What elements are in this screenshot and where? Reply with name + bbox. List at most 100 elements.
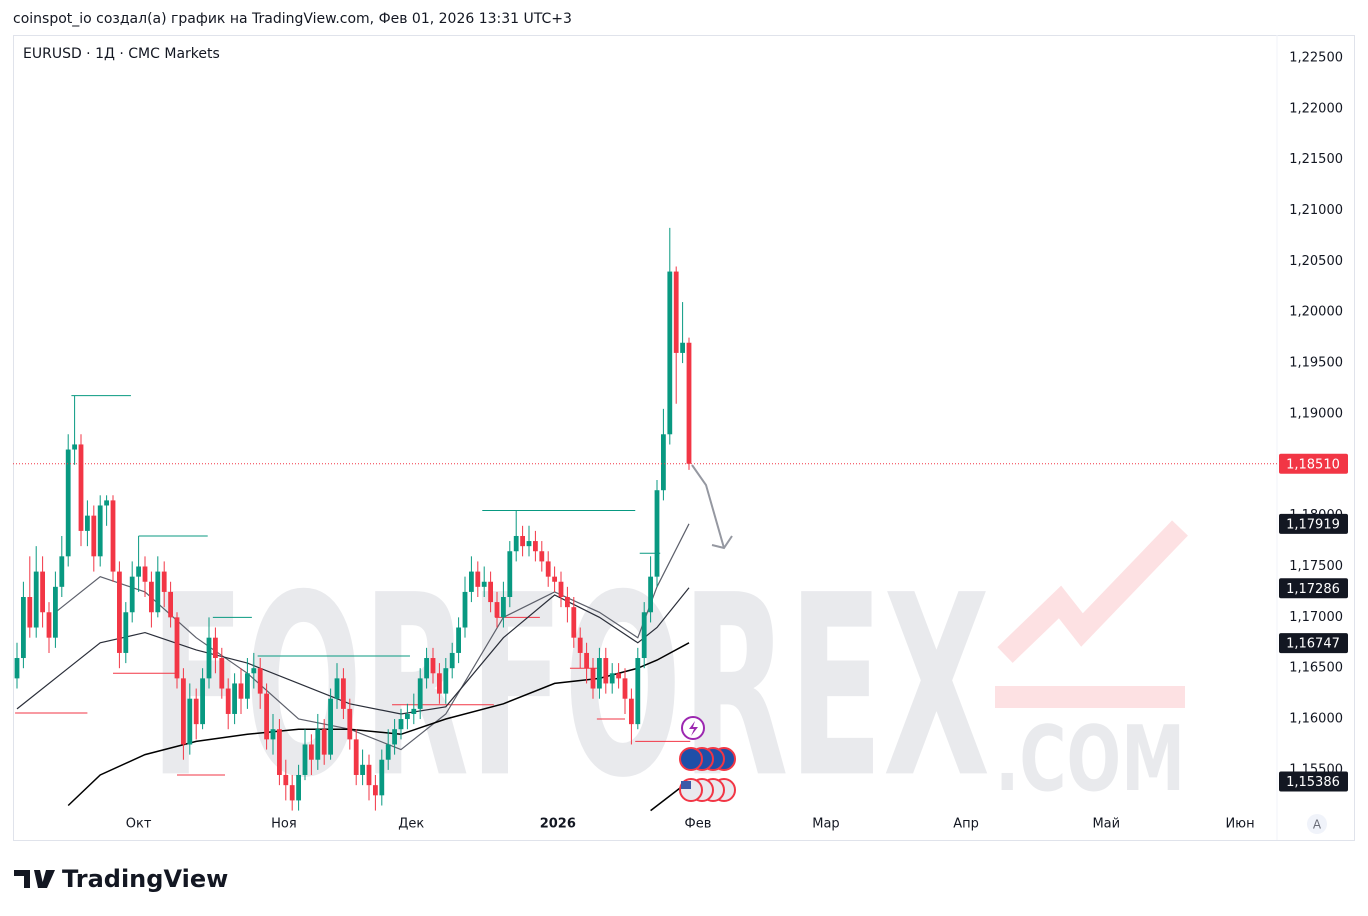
price-label: 1,16747 xyxy=(1286,637,1340,652)
x-tick-label: Дек xyxy=(398,817,424,832)
candle-body xyxy=(469,571,474,592)
candle-body xyxy=(321,729,327,755)
candle-body xyxy=(40,571,45,613)
candle-body xyxy=(334,678,340,699)
candle-body xyxy=(437,673,442,694)
x-tick-label: Окт xyxy=(126,817,152,832)
price-label: 1,18510 xyxy=(1286,457,1340,472)
price-label-box xyxy=(1279,453,1348,474)
candle-body xyxy=(481,581,487,587)
candle-body xyxy=(686,342,692,464)
candle-body xyxy=(577,637,583,653)
candle-body xyxy=(590,668,596,689)
x-tick-label: Фев xyxy=(685,817,712,832)
candle-body xyxy=(245,673,250,699)
candle-body xyxy=(667,271,673,435)
candle-body xyxy=(283,774,289,786)
candle-body xyxy=(520,535,525,547)
watermark-logo xyxy=(997,520,1188,663)
candle-body xyxy=(680,342,685,353)
price-label-box xyxy=(1279,771,1348,792)
candle-body xyxy=(565,597,570,608)
candle-body xyxy=(27,597,33,628)
candle-body xyxy=(616,673,621,679)
candle-body xyxy=(149,581,154,613)
candle-body xyxy=(187,698,193,745)
x-tick-label: Май xyxy=(1092,817,1120,832)
y-tick-label: 1,22500 xyxy=(1289,50,1343,65)
candle-body xyxy=(405,713,410,720)
watermark-bar xyxy=(995,686,1185,708)
candle-body xyxy=(97,505,103,557)
candle-body xyxy=(14,658,20,679)
price-label-box xyxy=(1279,633,1348,654)
y-tick-label: 1,17000 xyxy=(1289,610,1343,625)
price-label: 1,15386 xyxy=(1286,775,1340,790)
x-tick-label: Апр xyxy=(953,817,979,832)
candle-body xyxy=(571,607,577,638)
candle-body xyxy=(379,759,385,796)
candle-body xyxy=(539,551,545,562)
y-tick-label: 1,19000 xyxy=(1289,406,1343,421)
candle-body xyxy=(488,581,493,603)
price-label-box xyxy=(1279,513,1348,534)
candle-body xyxy=(475,571,481,587)
candle-body xyxy=(315,729,321,760)
auto-scale-button[interactable] xyxy=(1307,814,1327,834)
candle-body xyxy=(104,500,109,506)
candle-body xyxy=(341,678,346,709)
price-label: 1,17919 xyxy=(1286,517,1340,532)
watermark: FORFOREX .COM xyxy=(150,520,1188,832)
candle-body xyxy=(398,719,404,730)
candle-body xyxy=(264,693,269,740)
candle-body xyxy=(155,571,161,613)
candle-body xyxy=(117,571,122,653)
candle-body xyxy=(213,637,218,659)
candle-body xyxy=(654,490,660,577)
chart-frame xyxy=(13,35,1355,841)
event-icon xyxy=(679,747,703,771)
x-tick-label: Ноя xyxy=(271,817,297,832)
candle-body xyxy=(232,683,237,714)
candle-body xyxy=(225,688,231,714)
candle-body xyxy=(168,591,173,618)
candle-body xyxy=(629,698,634,725)
auto-scale-label[interactable]: A xyxy=(1313,818,1322,832)
candle-body xyxy=(123,612,129,653)
candle-body xyxy=(449,652,455,669)
y-tick-label: 1,16000 xyxy=(1289,712,1343,727)
candle-body xyxy=(78,444,84,531)
candle-body xyxy=(513,535,519,552)
candle-body xyxy=(353,739,359,775)
y-tick-label: 1,16500 xyxy=(1289,661,1343,676)
candle-body xyxy=(462,591,468,628)
candle-body xyxy=(603,658,609,684)
candle-body xyxy=(609,673,615,684)
credit: coinspot_io создал(а) график на TradingV… xyxy=(13,11,572,27)
candle-body xyxy=(200,678,205,725)
candle-body xyxy=(206,637,212,679)
candle-body xyxy=(59,556,65,587)
candle-body xyxy=(129,576,135,613)
candle-body xyxy=(193,698,199,725)
event-icon xyxy=(681,781,691,789)
y-tick-label: 1,19500 xyxy=(1289,356,1343,371)
candle-body xyxy=(526,541,532,547)
candle-body xyxy=(648,576,653,613)
y-tick-label: 1,17500 xyxy=(1289,559,1343,574)
candle-body xyxy=(72,444,77,450)
candle-body xyxy=(347,708,353,740)
candle-body xyxy=(673,271,679,353)
candle-body xyxy=(622,678,628,699)
candle-body xyxy=(270,729,276,740)
candle-body xyxy=(430,658,436,674)
candle-body xyxy=(392,729,397,745)
x-tick-label: 2026 xyxy=(540,817,576,832)
candle-body xyxy=(456,627,461,653)
symbol-title: EURUSD · 1Д · CMC Markets xyxy=(23,46,220,62)
candle-body xyxy=(366,764,372,786)
watermark-text: FORFOREX xyxy=(150,541,990,832)
ma-line xyxy=(55,523,690,751)
y-tick-label: 1,20500 xyxy=(1289,254,1343,269)
candle-body xyxy=(302,744,308,775)
